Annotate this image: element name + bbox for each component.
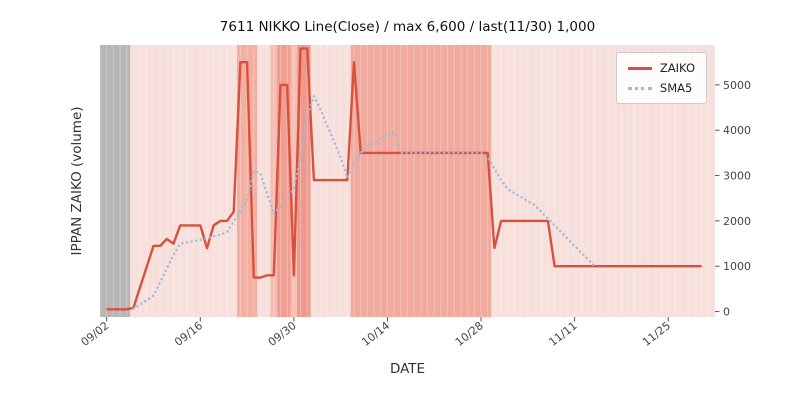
legend-entry-sma5: SMA5 [627,81,695,95]
legend-label-sma5: SMA5 [659,81,693,95]
y-tick-label: 5000 [723,79,751,92]
y-axis-label: IPPAN ZAIKO (volume) [69,106,85,256]
x-tick-label: 11/11 [546,319,579,349]
y-tick-label: 0 [723,306,730,319]
zaiko-line [106,47,702,311]
x-tick-label: 11/25 [640,319,673,349]
y-tick-label: 3000 [723,170,751,183]
x-tick-label: 10/28 [453,319,486,349]
chart-title: 7611 NIKKO Line(Close) / max 6,600 / las… [219,19,596,35]
legend-label-zaiko: ZAIKO [659,61,695,75]
sma5-line [132,94,596,310]
y-tick-label: 4000 [723,124,751,137]
x-tick-label: 09/16 [172,319,205,349]
background-band [100,45,131,317]
background-band [350,45,492,317]
x-tick-label: 09/02 [79,319,112,349]
y-tick-label: 2000 [723,215,751,228]
x-tick-label: 10/14 [359,319,392,349]
x-tick-label: 09/30 [266,319,299,349]
x-axis-label: DATE [389,361,426,377]
zaiko-line-sample [627,66,652,70]
legend-entry-zaiko: ZAIKO [627,61,695,75]
sma5-line-sample [627,86,652,90]
y-tick-label: 1000 [723,260,751,273]
legend: ZAIKO SMA5 [615,52,707,104]
